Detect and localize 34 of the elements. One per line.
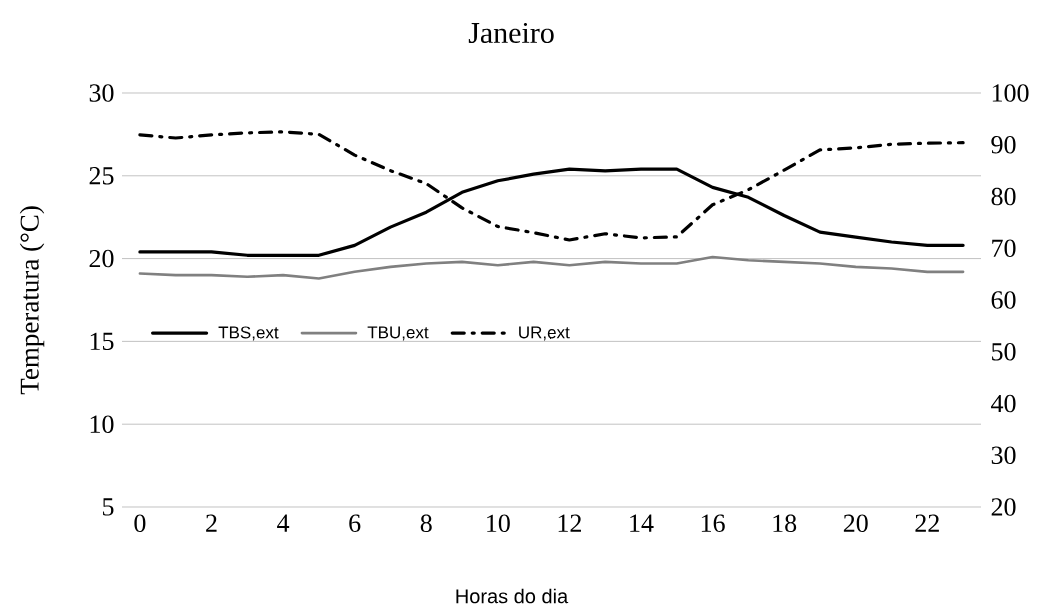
line-series <box>138 255 965 280</box>
x-tick-label: 0 <box>134 514 146 533</box>
x-tick-label: 14 <box>630 514 654 532</box>
y2-tick-label: 50 <box>992 342 1016 361</box>
y2-tick-label: 70 <box>992 239 1016 258</box>
y2-tick-label: 60 <box>991 291 1016 309</box>
y2-tick-label: 100 <box>992 84 1029 102</box>
x-tick-label: 16 <box>701 514 725 532</box>
legend-label: UR,ext <box>519 326 570 341</box>
legend-label: TBU,ext <box>367 326 429 341</box>
y-axis-title: Temperatura (°C) <box>19 206 45 395</box>
x-tick-label: 10 <box>487 514 510 533</box>
y-tick-label: 10 <box>90 415 114 433</box>
y2-tick-label: 40 <box>991 394 1016 413</box>
y2-tick-label: 90 <box>991 135 1016 154</box>
y2-tick-label: 80 <box>991 187 1016 206</box>
x-tick-label: 22 <box>915 514 939 532</box>
x-tick-label: 8 <box>420 514 432 533</box>
y2-tick-label: 20 <box>991 498 1016 516</box>
x-tick-label: 12 <box>558 514 581 532</box>
x-tick-label: 4 <box>277 514 290 532</box>
y-tick-label: 5 <box>102 498 114 516</box>
chart-title: Janeiro <box>468 22 554 44</box>
x-tick-label: 20 <box>843 514 868 533</box>
y-tick-label: 15 <box>90 332 114 351</box>
y-tick-label: 25 <box>89 167 114 185</box>
x-tick-label: 2 <box>206 514 217 532</box>
x-tick-label: 6 <box>349 514 361 532</box>
y-tick-label: 20 <box>89 249 114 268</box>
x-axis-title: Horas do dia <box>456 588 569 604</box>
y2-tick-label: 30 <box>991 446 1016 465</box>
y-tick-label: 30 <box>89 84 114 102</box>
x-tick-label: 18 <box>773 514 797 533</box>
legend-label: TBS,ext <box>218 326 279 341</box>
